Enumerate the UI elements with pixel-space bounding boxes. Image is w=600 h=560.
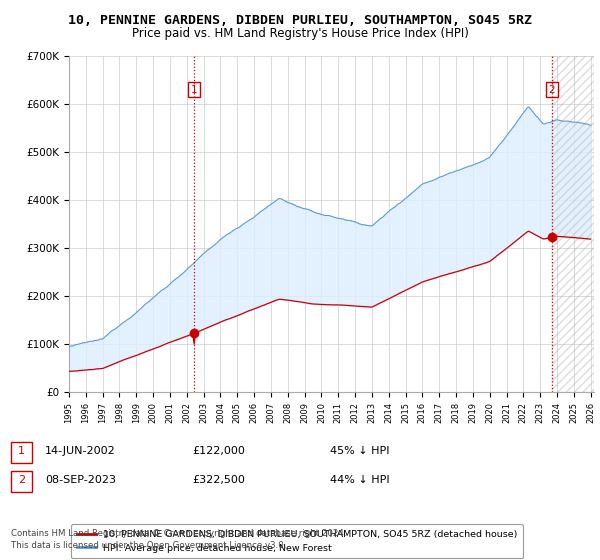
Text: 44% ↓ HPI: 44% ↓ HPI — [330, 475, 389, 485]
Text: Contains HM Land Registry data © Crown copyright and database right 2024.
This d: Contains HM Land Registry data © Crown c… — [11, 529, 346, 550]
Text: 45% ↓ HPI: 45% ↓ HPI — [330, 446, 389, 456]
Text: £122,000: £122,000 — [192, 446, 245, 456]
Legend: 10, PENNINE GARDENS, DIBDEN PURLIEU, SOUTHAMPTON, SO45 5RZ (detached house), HPI: 10, PENNINE GARDENS, DIBDEN PURLIEU, SOU… — [71, 524, 523, 558]
Text: £322,500: £322,500 — [192, 475, 245, 485]
Text: 2: 2 — [18, 475, 25, 485]
Text: 1: 1 — [191, 85, 197, 95]
Text: 1: 1 — [18, 446, 25, 456]
Text: 08-SEP-2023: 08-SEP-2023 — [45, 475, 116, 485]
Text: 2: 2 — [548, 85, 555, 95]
Text: Price paid vs. HM Land Registry's House Price Index (HPI): Price paid vs. HM Land Registry's House … — [131, 27, 469, 40]
Text: 10, PENNINE GARDENS, DIBDEN PURLIEU, SOUTHAMPTON, SO45 5RZ: 10, PENNINE GARDENS, DIBDEN PURLIEU, SOU… — [68, 14, 532, 27]
Text: 14-JUN-2002: 14-JUN-2002 — [45, 446, 116, 456]
